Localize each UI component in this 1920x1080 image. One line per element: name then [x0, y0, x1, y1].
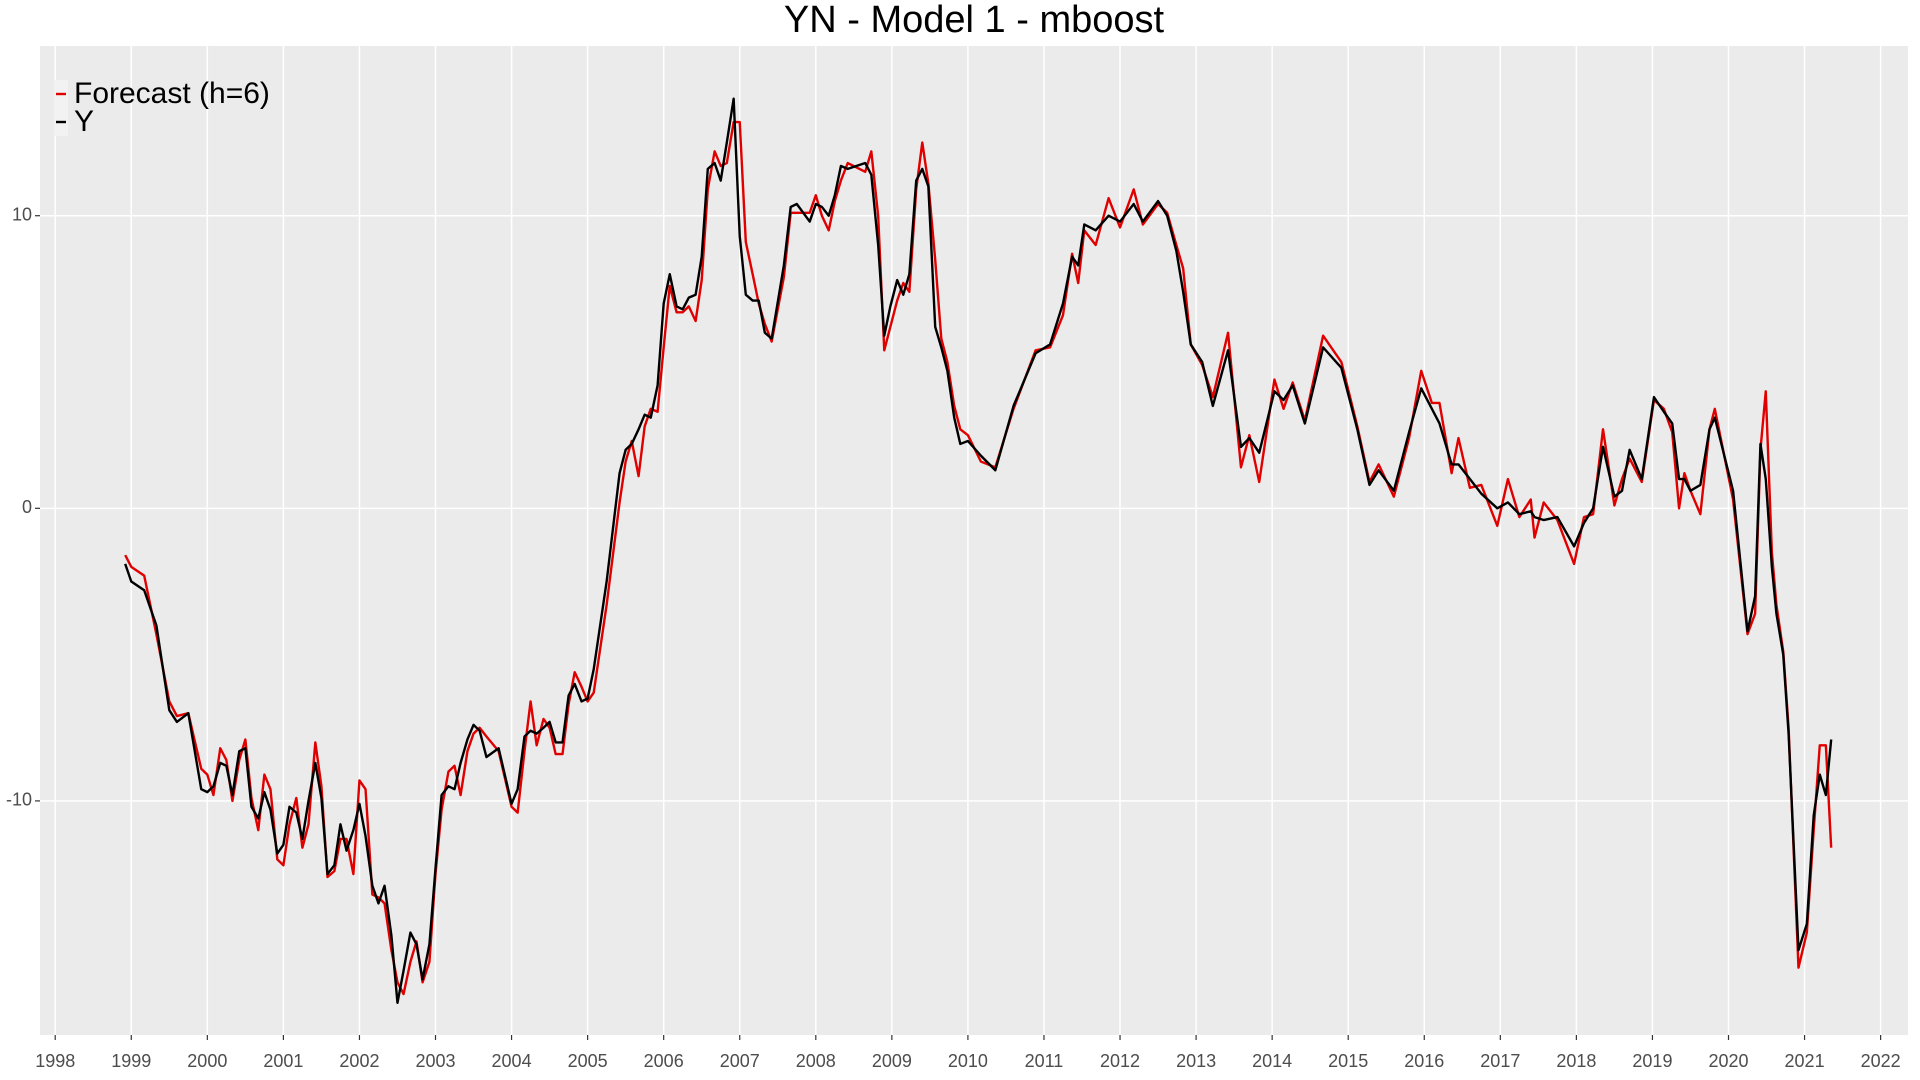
x-tick-label: 1999 [111, 1051, 151, 1071]
legend-label: Y [74, 105, 94, 138]
x-tick-label: 2006 [644, 1051, 684, 1071]
x-tick-label: 2007 [720, 1051, 760, 1071]
legend-label: Forecast (h=6) [74, 77, 270, 110]
x-tick-label: 2008 [796, 1051, 836, 1071]
chart-title: YN - Model 1 - mboost [784, 0, 1165, 41]
y-tick-label: -10 [6, 790, 32, 810]
x-tick-label: 2005 [568, 1051, 608, 1071]
x-tick-label: 2021 [1785, 1051, 1825, 1071]
x-tick-label: 2001 [263, 1051, 303, 1071]
x-tick-label: 2020 [1708, 1051, 1748, 1071]
x-tick-label: 2010 [948, 1051, 988, 1071]
x-tick-label: 2003 [415, 1051, 455, 1071]
series-line [124, 97, 1833, 1005]
y-tick-label: 10 [12, 204, 32, 224]
x-tick-label: 2022 [1861, 1051, 1901, 1071]
series-line [124, 120, 1833, 996]
x-tick-label: 2009 [872, 1051, 912, 1071]
x-tick-label: 2012 [1100, 1051, 1140, 1071]
x-tick-label: 2018 [1556, 1051, 1596, 1071]
y-tick-label: 0 [22, 497, 32, 517]
x-tick-label: 2013 [1176, 1051, 1216, 1071]
x-tick-label: 2000 [187, 1051, 227, 1071]
x-tick-label: 2014 [1252, 1051, 1292, 1071]
plot-panel [40, 46, 1908, 1035]
x-tick-label: 2015 [1328, 1051, 1368, 1071]
x-tick-label: 2016 [1404, 1051, 1444, 1071]
x-tick-label: 2011 [1025, 1051, 1064, 1071]
x-tick-label: 2019 [1632, 1051, 1672, 1071]
x-tick-label: 2017 [1480, 1051, 1520, 1071]
x-tick-label: 2002 [339, 1051, 379, 1071]
x-tick-label: 1998 [35, 1051, 75, 1071]
x-tick-label: 2004 [492, 1051, 532, 1071]
